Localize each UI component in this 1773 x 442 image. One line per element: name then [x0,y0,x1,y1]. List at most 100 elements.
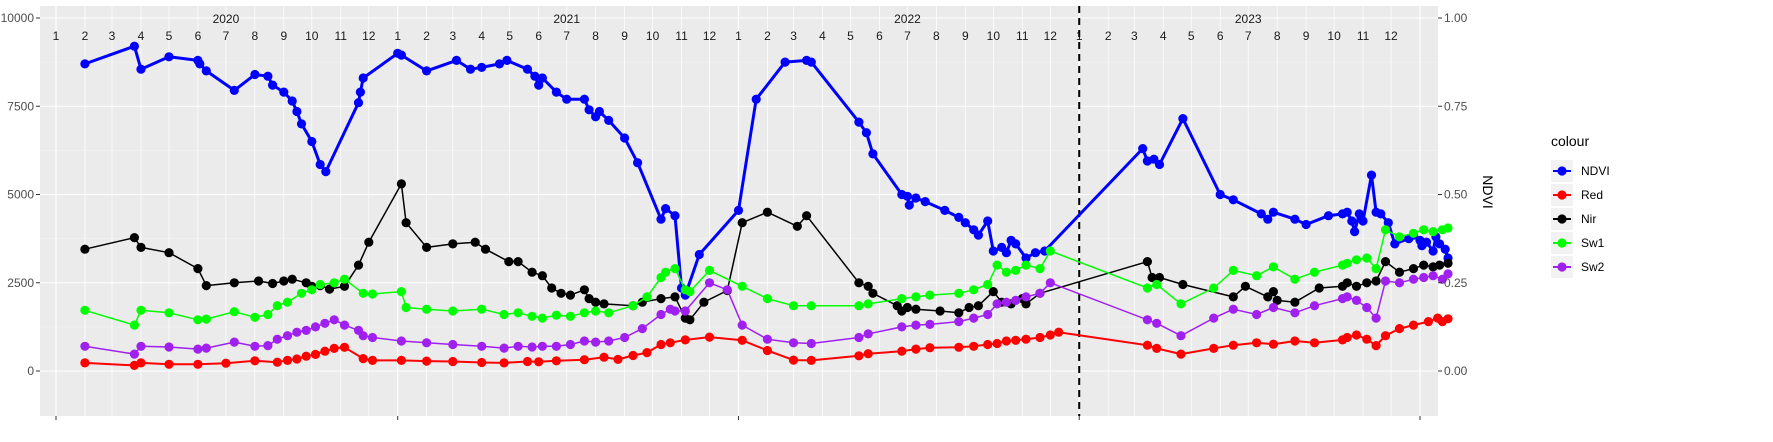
data-point-nir [1272,295,1282,305]
data-point-sw2 [513,341,523,351]
data-point-nir [1371,276,1381,286]
data-point-ndvi [661,204,671,214]
data-point-nir [504,257,514,267]
data-point-nir [599,299,609,309]
data-point-sw2 [282,331,293,341]
data-point-sw2 [527,342,537,352]
data-point-nir [1314,283,1324,293]
data-point-red [1209,343,1219,353]
data-point-ndvi [868,149,878,159]
data-point-nir [480,244,491,254]
data-point-ndvi [422,66,432,76]
data-point-nir [902,302,913,313]
data-point-ndvi [1290,214,1300,224]
data-point-ndvi [1301,219,1311,230]
data-point-red [1001,336,1012,346]
data-point-ndvi [1263,214,1273,224]
data-point-sw2 [656,309,666,320]
data-point-red [272,357,282,367]
data-point-nir [1147,272,1157,283]
data-point-sw1 [1290,274,1300,284]
data-point-nir [1228,292,1238,302]
data-point-red [1045,330,1055,340]
data-point-ndvi [861,128,872,138]
data-point-ndvi [307,136,317,147]
data-point-red [1342,332,1352,343]
data-point-sw2 [1419,272,1429,283]
data-point-sw2 [229,337,239,347]
year-label: 2020 [213,12,240,26]
legend-title: colour [1551,133,1589,149]
data-point-ndvi [620,133,630,143]
data-point-sw2 [193,344,203,354]
data-point-red [1021,334,1031,344]
data-point-nir [670,292,680,302]
data-point-sw2 [1142,315,1152,325]
left-axis: 0 2500 5000 7500 10000 [1,11,40,378]
month-label: 9 [280,29,287,43]
data-point-red [522,356,533,367]
data-point-sw1 [1001,267,1012,277]
month-label: 2 [82,29,89,43]
data-point-red [339,342,350,352]
data-point-nir [193,264,203,274]
data-point-sw2 [201,343,211,353]
data-point-sw2 [737,320,747,330]
data-point-red [1252,338,1262,348]
data-point-nir [954,308,964,318]
year-label: 2023 [1235,12,1262,26]
right-axis: 0.00 0.25 0.50 0.75 1.00 [1438,11,1468,378]
data-point-sw2 [339,320,350,330]
month-label: 11 [1016,29,1029,43]
data-point-sw2 [1371,313,1381,323]
data-point-ndvi [201,66,211,76]
data-point-nir [396,179,406,189]
legend-items: NDVI Red Nir Sw1 Sw2 [1551,160,1610,278]
data-point-sw1 [661,267,671,277]
data-point-sw2 [448,339,458,350]
left-axis-tick-label: 10000 [1,11,35,25]
data-point-ndvi [806,57,816,67]
data-point-ndvi [1347,216,1357,226]
data-point-red [329,343,339,353]
data-point-sw1 [925,290,935,300]
month-label: 5 [166,29,173,43]
data-point-sw2 [320,318,330,328]
data-point-ndvi [465,64,476,74]
series-sw1 [80,223,1453,330]
data-point-ndvi [1354,209,1364,219]
data-point-nir [324,284,335,294]
data-point-red [301,351,311,361]
data-point-sw2 [80,341,90,351]
data-point-red [613,354,623,364]
data-point-nir [911,304,921,314]
data-point-sw2 [680,306,690,316]
data-point-sw2 [1342,292,1352,302]
data-point-sw1 [911,292,921,302]
right-axis-tick-label: 0.00 [1444,364,1468,378]
data-point-ndvi [537,73,548,83]
data-point-ndvi [1421,237,1432,247]
data-point-ndvi [195,59,205,69]
data-point-red [551,356,562,366]
data-point-sw2 [911,320,921,330]
data-point-ndvi [1342,207,1352,217]
data-point-ndvi [530,71,540,81]
data-point-sw1 [1045,246,1055,256]
data-point-nir [229,278,239,288]
data-point-sw2 [292,327,302,337]
legend-key-point [1557,262,1567,272]
data-point-red [863,349,873,359]
data-point-red [599,352,609,362]
month-label: 4 [478,29,485,43]
data-point-sw1 [992,260,1002,270]
data-point-red [1351,330,1362,340]
data-point-nir [1443,258,1453,268]
right-axis-tick-label: 0.75 [1444,99,1468,113]
data-point-red [983,339,993,350]
data-point-red [193,359,203,369]
data-point-ndvi [579,94,590,104]
month-label: 9 [621,29,628,43]
data-point-sw1 [1268,262,1278,272]
